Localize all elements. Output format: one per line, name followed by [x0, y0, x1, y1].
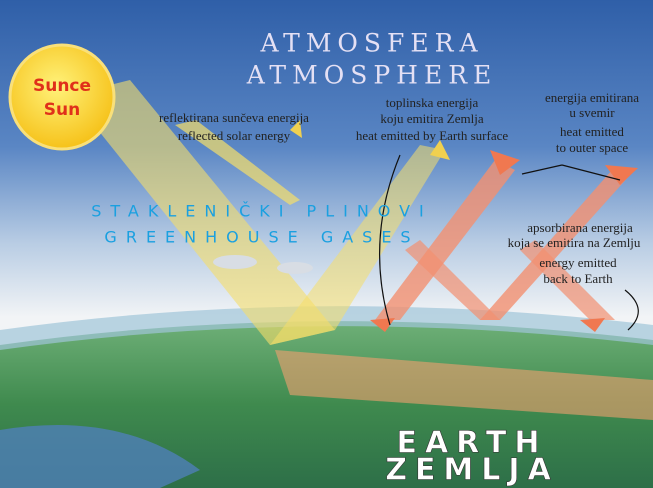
greenhouse-label: STAKLENIČKI PLINOVI — [91, 202, 433, 221]
back-radiation-label: koja se emitira na Zemlju — [508, 235, 641, 250]
space-heat-label: heat emitted — [560, 124, 624, 139]
sun-label: Sunce — [33, 76, 91, 96]
back-radiation-label: energy emitted — [539, 255, 617, 270]
reflected-label: reflektirana sunčeva energija — [159, 110, 309, 125]
back-radiation-label: back to Earth — [543, 271, 613, 286]
atmosphere-label: ATMOSPHERE — [246, 61, 498, 90]
space-heat-label: to outer space — [556, 140, 628, 155]
diagram: Sunce Sun ATMOSFERA ATMOSPHERE reflektir… — [0, 0, 653, 488]
earth-heat-label: heat emitted by Earth surface — [356, 128, 509, 143]
space-heat-label: energija emitirana — [545, 90, 639, 105]
reflected-label: reflected solar energy — [178, 128, 291, 143]
cloud — [277, 262, 313, 274]
earth-heat-label: toplinska energija — [386, 95, 479, 110]
atmosphere-label: ATMOSFERA — [259, 29, 483, 58]
sun-label: Sun — [44, 100, 80, 120]
cloud — [213, 255, 257, 269]
greenhouse-label: GREENHOUSE GASES — [104, 228, 419, 247]
sun — [10, 45, 114, 149]
space-heat-label: u svemir — [569, 105, 615, 120]
back-radiation-label: apsorbirana energija — [527, 220, 633, 235]
earth-label: ZEMLJA — [385, 453, 559, 488]
earth-heat-label: koju emitira Zemlja — [380, 111, 483, 126]
page: Sunce Sun ATMOSFERA ATMOSPHERE reflektir… — [0, 0, 653, 488]
